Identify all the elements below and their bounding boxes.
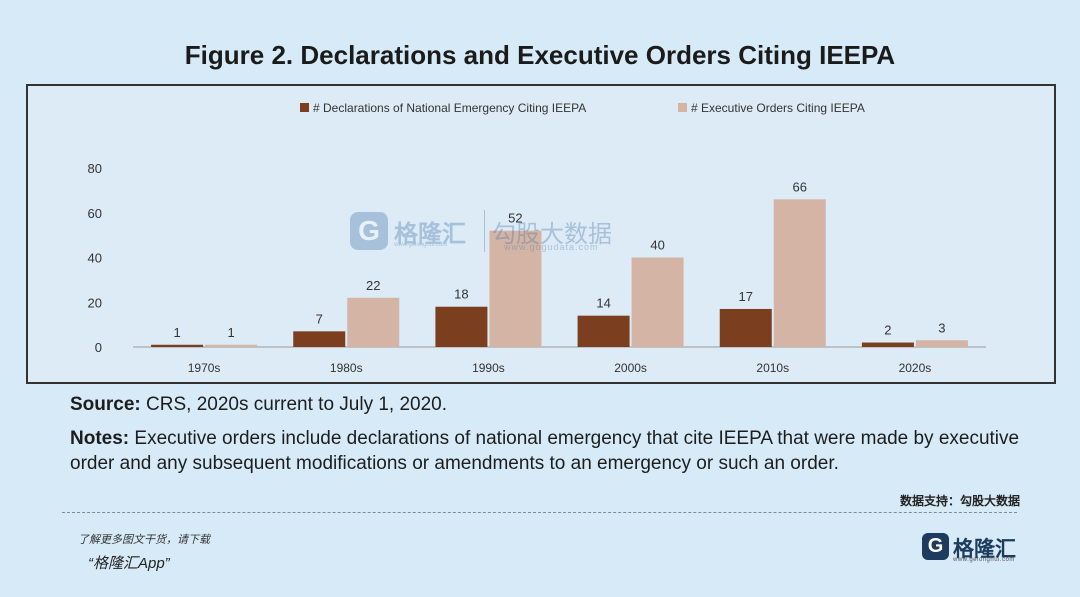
notes-label: Notes:	[70, 428, 130, 449]
bar	[489, 230, 542, 347]
notes-text: Executive orders include declarations of…	[70, 428, 1020, 474]
bar	[435, 306, 488, 347]
x-tick-label: 1990s	[472, 361, 505, 375]
x-tick-label: 2010s	[756, 361, 789, 375]
bar-chart: # Declarations of National Emergency Cit…	[88, 101, 986, 375]
data-label: 18	[454, 287, 468, 302]
bar	[861, 342, 914, 347]
bar	[577, 315, 630, 347]
bar	[151, 344, 204, 347]
watermark-logo-icon: G	[350, 212, 388, 250]
source-note: Source: CRS, 2020s current to July 1, 20…	[70, 394, 447, 416]
data-label: 1	[227, 325, 234, 340]
bar	[915, 340, 968, 347]
data-label: 17	[739, 289, 753, 304]
logo-text: 格隆汇	[953, 538, 1016, 561]
y-tick-label: 80	[88, 161, 102, 176]
chart-frame: # Declarations of National Emergency Cit…	[26, 84, 1056, 384]
legend-label: # Executive Orders Citing IEEPA	[691, 101, 865, 115]
notes: Notes: Executive orders include declarat…	[70, 426, 1030, 476]
y-tick-label: 60	[88, 206, 102, 221]
legend-swatch	[678, 103, 687, 112]
watermark: G 格隆汇 www.gelonghui.com 勾股大数据 www.goguda…	[350, 210, 640, 260]
footer-divider	[62, 512, 1017, 513]
data-label: 3	[938, 320, 945, 335]
watermark-brand-a-url: www.gelonghui.com	[394, 242, 448, 248]
y-tick-label: 40	[88, 251, 102, 266]
y-tick-label: 20	[88, 295, 102, 310]
data-label: 2	[884, 323, 891, 338]
x-tick-label: 1980s	[330, 361, 363, 375]
watermark-brand-b-url: www.gogudata.com	[504, 242, 599, 252]
bar	[347, 297, 400, 347]
x-tick-label: 2020s	[899, 361, 932, 375]
download-prompt: 了解更多图文干货，请下载	[78, 534, 210, 546]
data-label: 22	[366, 278, 380, 293]
watermark-brand-a: 格隆汇	[394, 221, 466, 248]
logo-g-icon: G	[922, 533, 949, 560]
data-label: 52	[508, 211, 522, 226]
data-label: 40	[650, 238, 664, 253]
brand-logo[interactable]: G 格隆汇 www.gelonghui.com	[922, 533, 1022, 567]
watermark-brand-b: 勾股大数据	[492, 221, 612, 248]
source-label: Source:	[70, 394, 141, 415]
data-label: 66	[793, 179, 807, 194]
legend-swatch	[300, 103, 309, 112]
data-support-credit: 数据支持：勾股大数据	[899, 494, 1020, 508]
source-text: CRS, 2020s current to July 1, 2020.	[140, 394, 448, 415]
data-label: 14	[596, 296, 610, 311]
bar	[293, 331, 346, 347]
x-tick-label: 2000s	[614, 361, 647, 375]
watermark-divider	[484, 210, 485, 252]
y-tick-label: 0	[95, 340, 102, 355]
chart-title: Figure 2. Declarations and Executive Ord…	[184, 40, 896, 70]
bar	[719, 308, 772, 347]
logo-url: www.gelonghui.com	[953, 557, 1015, 563]
x-tick-label: 1970s	[188, 361, 221, 375]
app-name[interactable]: “格隆汇App”	[88, 555, 170, 572]
bar	[205, 344, 258, 347]
data-label: 1	[173, 325, 180, 340]
data-label: 7	[316, 311, 323, 326]
bar	[631, 257, 684, 347]
bar	[773, 199, 826, 347]
legend-label: # Declarations of National Emergency Cit…	[313, 101, 586, 115]
